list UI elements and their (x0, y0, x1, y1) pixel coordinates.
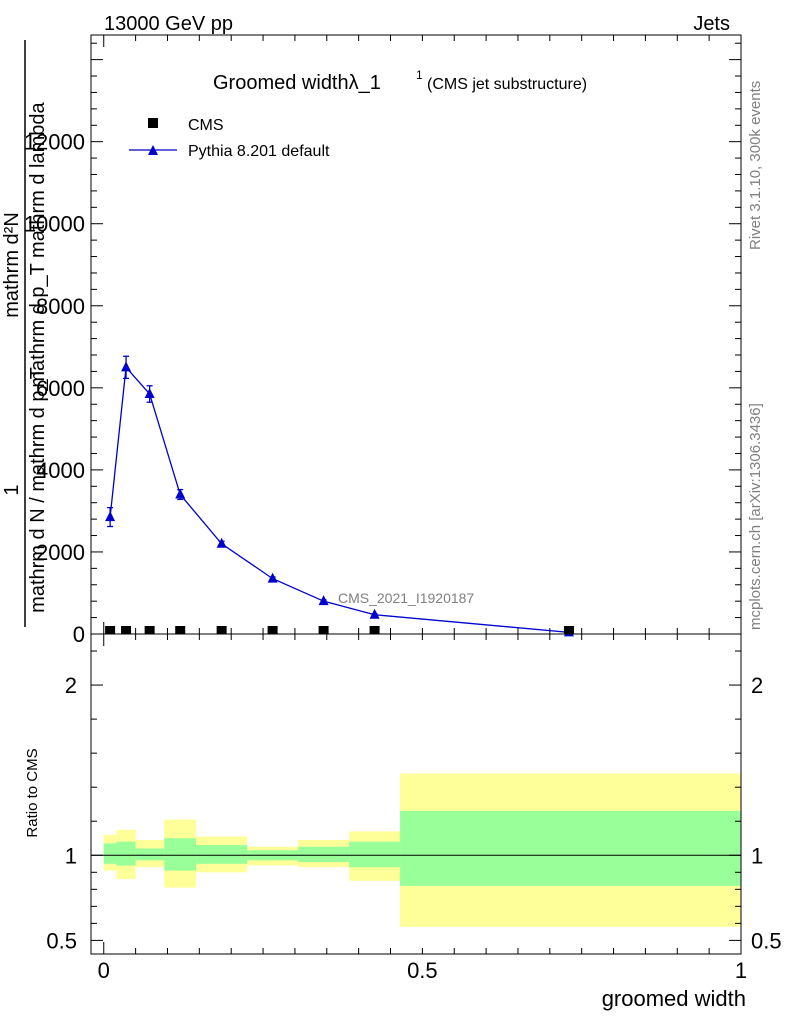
pythia-series (105, 355, 574, 637)
y-tick-label: 8000 (36, 294, 85, 319)
cms-point (369, 626, 380, 634)
pythia-point (121, 361, 132, 372)
pythia-point (144, 387, 155, 398)
ratio-y-tick-label-right: 2 (751, 673, 763, 698)
y-tick-label: 12000 (24, 130, 85, 155)
legend-cms-marker (148, 118, 158, 128)
x-tick-label: 0 (98, 958, 110, 983)
legend: CMS Pythia 8.201 default (129, 117, 330, 160)
x-tick-labels: 0 0.5 1 (98, 958, 748, 983)
cms-point (175, 626, 186, 634)
ratio-axis-ticks (91, 634, 742, 954)
ratio-stat-band (349, 841, 401, 868)
x-tick-label: 0.5 (407, 958, 438, 983)
pythia-point (175, 488, 186, 499)
pythia-point (105, 511, 116, 522)
analysis-tag: CMS_2021_I1920187 (338, 590, 474, 606)
cms-point (318, 626, 329, 634)
y-label-numerator: 1 (1, 484, 23, 495)
mcplots-label: mcplots.cern.ch [arXiv:1306.3436] (747, 403, 764, 630)
x-axis-label: groomed width (602, 986, 746, 1011)
y-axis-label: mathrm d²N mathrm d p_T mathrm d lambda … (1, 40, 49, 627)
y-tick-label: 0 (73, 622, 85, 647)
ratio-y-tick-label-right: 0.5 (751, 928, 782, 953)
y-label-mid: mathrm d p_T mathrm d lambda (27, 101, 49, 387)
ratio-stat-band (135, 848, 165, 861)
ratio-stat-band (116, 841, 136, 866)
cms-point (267, 626, 278, 634)
chart-subtitle: (CMS jet substructure) (427, 76, 587, 93)
legend-pythia-label: Pythia 8.201 default (188, 143, 330, 160)
cms-point (216, 626, 227, 634)
ratio-y-tick-label-left: 0.5 (46, 928, 77, 953)
pythia-point (267, 572, 278, 583)
y-tick-label: 4000 (36, 458, 85, 483)
main-axis-ticks (91, 35, 742, 635)
cms-point (121, 626, 132, 634)
ratio-y-tick-labels: 0.5 0.5 1 1 2 2 (46, 673, 781, 953)
ratio-stat-band (400, 811, 741, 886)
cms-point (105, 626, 116, 634)
legend-cms-label: CMS (188, 117, 224, 134)
legend-pythia-marker (148, 145, 158, 155)
title-symbol: λ_1 (349, 72, 381, 94)
x-tick-label: 1 (735, 958, 747, 983)
cms-point (563, 626, 574, 634)
ratio-bands (103, 773, 741, 927)
ratio-panel-frame (90, 633, 742, 955)
ratio-stat-band (103, 843, 117, 864)
ratio-stat-band (164, 838, 197, 871)
header-energy: 13000 GeV pp (104, 13, 233, 35)
ratio-y-tick-label-left: 1 (65, 843, 77, 868)
title-superscript: 1 (416, 68, 423, 82)
pythia-point (318, 595, 329, 606)
y-tick-label: 6000 (36, 376, 85, 401)
main-y-tick-labels: 0 2000 4000 6000 8000 10000 12000 (24, 130, 85, 647)
y-tick-label: 10000 (24, 212, 85, 237)
rivet-version-label: Rivet 3.1.10, 300k events (747, 81, 764, 250)
ratio-y-tick-label-right: 1 (751, 843, 763, 868)
ratio-stat-band (298, 846, 350, 863)
pythia-point (216, 537, 227, 548)
ratio-stat-band (196, 845, 248, 864)
y-tick-label: 2000 (36, 540, 85, 565)
y-label-top: mathrm d²N (1, 212, 23, 318)
ratio-y-tick-label-left: 2 (65, 673, 77, 698)
pythia-point (369, 608, 380, 619)
ratio-y-label: Ratio to CMS (24, 748, 41, 837)
y-label-bottom: mathrm d N / mathrm d p_T (27, 367, 49, 613)
header-process: Jets (693, 13, 730, 35)
cms-point (144, 626, 155, 634)
cms-series (105, 626, 574, 634)
chart-title: Groomed widthλ_1 (213, 72, 381, 94)
